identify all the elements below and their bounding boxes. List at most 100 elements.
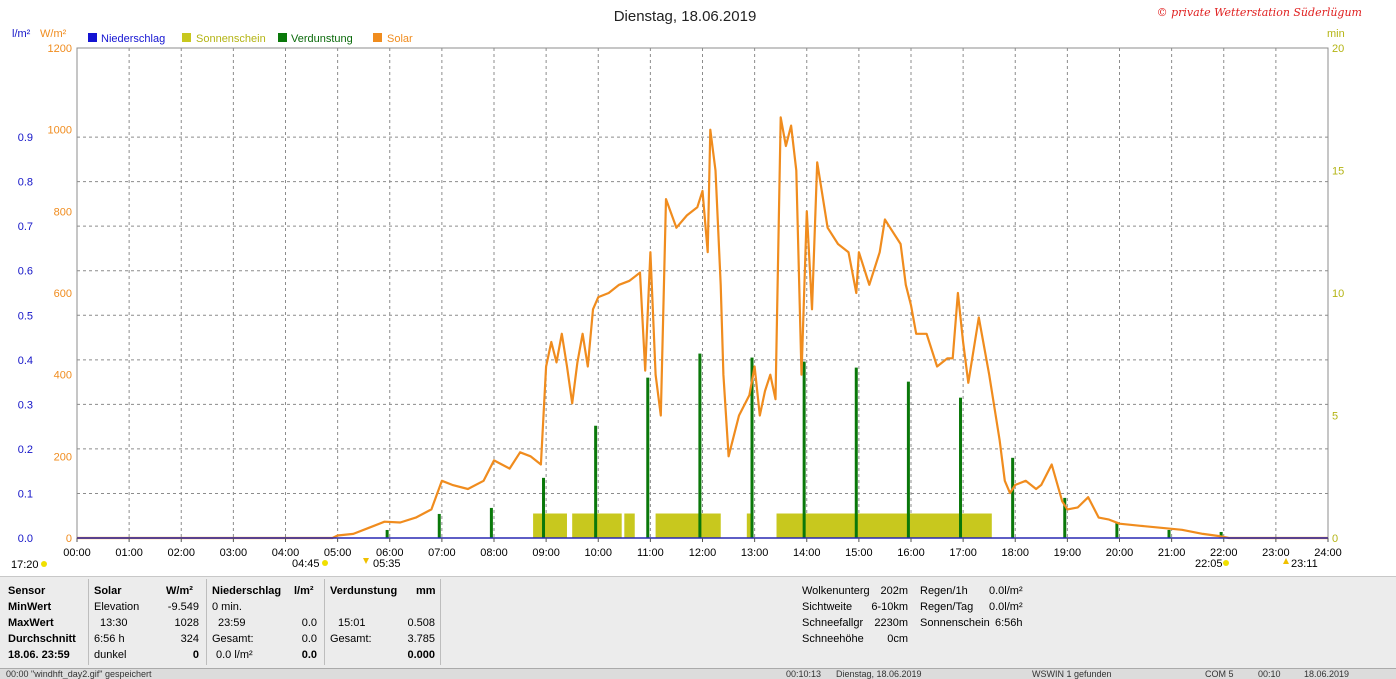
sunset-dot [1223,560,1229,566]
right-time-label: 23:11 [1291,558,1318,570]
sunshine-total-value: 6:56h [995,617,1023,629]
status-date: Dienstag, 18.06.2019 [836,669,922,679]
y-axis-solar-ticks: 0 200 400 600 800 1000 1200 [48,43,72,545]
evaporation-bar [698,353,702,538]
solar-line [77,116,1328,540]
evap-current-value: 0.000 [407,649,435,661]
rain-hour-value: 0.0l/m² [989,585,1023,597]
precip-total-value: 0.0 [301,633,317,645]
solar-max-value: 1028 [174,617,199,629]
evaporation-bar [959,397,963,538]
y-solar-tick-label: 600 [54,288,72,300]
x-tick-label: 16:00 [897,547,925,559]
sunshine-bar [655,513,721,538]
evaporation-bar [750,357,754,538]
sunshine-bar [776,513,992,538]
evaporation-series [385,353,1223,538]
evaporation-bar [1063,497,1067,538]
x-tick-label: 15:00 [845,547,873,559]
y-axis-sunshine-ticks: 0 5 10 15 20 [1332,43,1344,545]
x-axis-ticks: 00:00 01:00 02:00 03:00 04:00 05:00 06:00 07:00… [63,538,1342,559]
sunshine-bar [533,513,567,538]
solar-unit: W/m² [166,585,193,597]
evap-total-value: 3.785 [407,633,435,645]
x-tick-label: 20:00 [1106,547,1134,559]
legend: Niederschlag Sonnenschein Verdunstung So… [88,33,413,45]
legend-swatch-precip [88,33,97,42]
precip-header: Niederschlag [212,585,282,597]
sun-markers: 17:20 04:45 05:35 22:05 23:11 [11,558,1318,571]
solar-current-value: 0 [192,649,199,661]
legend-label-sunshine: Sonnenschein [196,33,266,45]
y-axis-precip-ticks: 0.0 0.1 0.2 0.3 0.4 0.5 0.6 0.7 0.8 0.9 [18,132,33,545]
y-solar-tick-label: 1200 [48,43,72,55]
left-axis-unit-precip: l/m² [12,28,31,40]
x-tick-label: 08:00 [480,547,508,559]
solar-current-label: dunkel [94,649,127,661]
evap-unit: mm [416,585,436,597]
precip-current-label: 0.0 l/m² [216,649,253,661]
sunshine-bar [746,513,754,538]
y-sun-tick-label: 15 [1332,166,1344,178]
evaporation-bar [1115,521,1119,538]
weather-chart: Dienstag, 18.06.2019 © private Wettersta… [11,6,1362,571]
y-precip-tick-label: 0.8 [18,177,33,189]
evap-header: Verdunstung [330,585,398,597]
x-tick-label: 17:00 [949,547,977,559]
y-solar-tick-label: 1000 [48,125,72,137]
x-tick-label: 03:00 [220,547,248,559]
x-tick-label: 24:00 [1314,547,1342,559]
solar-header: Solar [94,585,122,597]
y-solar-tick-label: 200 [54,451,72,463]
snow-depth-value: 0cm [887,633,908,645]
x-tick-label: 11:00 [637,547,664,559]
y-precip-tick-label: 0.3 [18,399,33,411]
cloud-base-value: 202m [880,585,908,597]
evaporation-bar [1011,457,1015,538]
x-tick-label: 01:00 [115,547,143,559]
rain-hour-label: Regen/1h [920,585,968,597]
x-tick-label: 14:00 [793,547,821,559]
evaporation-bar [1167,529,1171,538]
evaporation-bar [489,507,493,538]
sunrise-label: 05:35 [373,558,401,570]
y-precip-tick-label: 0.4 [18,355,33,367]
y-solar-tick-label: 400 [54,370,72,382]
x-tick-label: 23:00 [1262,547,1290,559]
x-tick-label: 10:00 [584,547,612,559]
y-solar-tick-label: 0 [66,533,72,545]
solar-max-time: 13:30 [100,617,128,629]
snowline-label: Schneefallgr [802,617,864,629]
right-arrow-icon [1283,558,1289,564]
legend-label-solar: Solar [387,33,413,45]
y-precip-tick-label: 0.2 [18,444,33,456]
evap-max-time: 15:01 [338,617,366,629]
x-tick-label: 09:00 [532,547,560,559]
y-precip-tick-label: 0.9 [18,132,33,144]
solar-min-label: Elevation [94,601,140,613]
sunrise-civil-label: 04:45 [292,558,320,570]
precip-max-value: 0.0 [301,617,317,629]
copyright-label: © private Wetterstation Süderlügum [1157,6,1362,19]
status-port: COM 5 [1205,669,1234,679]
visibility-label: Sichtweite [802,601,853,613]
evaporation-bar [437,513,441,538]
minwert-label: MinWert [8,601,52,613]
y-precip-tick-label: 0.1 [18,488,33,500]
x-tick-label: 12:00 [689,547,717,559]
evaporation-bar [802,361,806,538]
visibility-value: 6-10km [871,601,908,613]
sunshine-bar [624,513,635,538]
status-time: 00:10 [1258,669,1281,679]
x-tick-label: 02:00 [167,547,195,559]
evaporation-bar [385,529,389,538]
sunrise-civil-dot [322,560,328,566]
legend-swatch-sunshine [182,33,191,42]
legend-swatch-solar [373,33,382,42]
cloud-base-label: Wolkenunterg [802,585,870,597]
evaporation-bar [542,477,546,538]
left-axis-unit-solar: W/m² [40,28,67,40]
x-tick-label: 04:00 [272,547,300,559]
x-tick-label: 22:00 [1210,547,1238,559]
x-tick-label: 00:00 [63,547,91,559]
